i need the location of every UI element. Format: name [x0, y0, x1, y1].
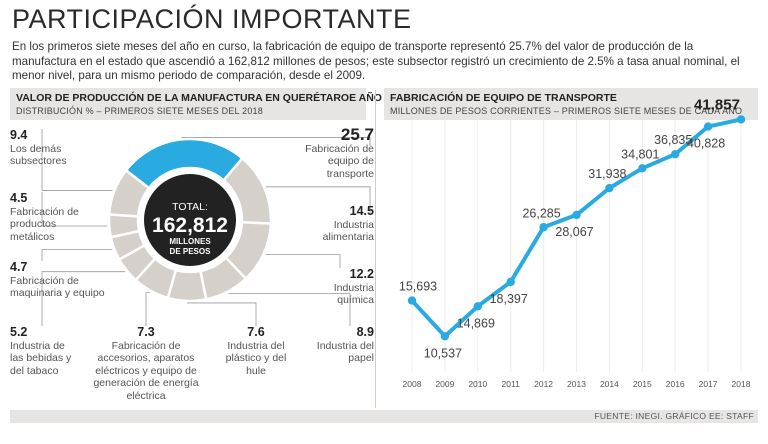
donut-center-unit2: DE PESOS [170, 247, 212, 256]
data-label-2013: 28,067 [555, 225, 593, 239]
point-2012 [539, 223, 548, 232]
donut-slice-plastico [166, 268, 208, 303]
slice-label-bebidas: 5.2 Industria de las bebidas y del tabac… [10, 325, 72, 377]
donut-slice-maquinaria [109, 229, 147, 262]
x-tick-2016: 2016 [666, 379, 685, 389]
slice-label-quimica: 12.2 Industria química [333, 267, 374, 306]
data-label-2012: 26,285 [522, 206, 560, 220]
slice-label-plastico: 7.6 Industria del plástico y del hule [225, 325, 287, 377]
slice-label-metalicos: 4.5 Fabricación de productos metálicos [10, 191, 79, 243]
donut-center-disc [144, 174, 236, 266]
x-tick-2011: 2011 [502, 379, 521, 389]
pie-subtitle: DISTRIBUCIÓN % – PRIMEROS SIETE MESES DE… [16, 106, 263, 116]
donut-slice-papel [198, 255, 248, 301]
footer-bar [10, 410, 758, 423]
donut-slice-demas [107, 168, 151, 218]
x-tick-2008: 2008 [403, 379, 422, 389]
donut-center-label: TOTAL: [172, 201, 208, 213]
point-2015 [638, 164, 647, 173]
data-label-2014: 31,938 [588, 167, 626, 181]
pie-title: VALOR DE PRODUCCIÓN DE LA MANUFACTURA EN… [16, 92, 382, 104]
intro-paragraph: En los primeros siete meses del año en c… [12, 40, 740, 82]
donut-slice-alimentaria [221, 156, 273, 225]
data-label-2017: 40,828 [687, 137, 725, 151]
x-tick-2009: 2009 [435, 379, 454, 389]
line-subtitle: MILLONES DE PESOS CORRIENTES – PRIMEROS … [390, 106, 743, 116]
line-panel-header: FABRICACIÓN DE EQUIPO DE TRANSPORTE MILL… [384, 88, 758, 120]
point-2013 [572, 210, 581, 220]
x-tick-2013: 2013 [567, 379, 586, 389]
source-note: FUENTE: INEGI. GRÁFICO EE: STAFF [594, 411, 754, 421]
donut-center-unit1: MILLONES [169, 237, 211, 246]
leader-line-maquinaria [41, 248, 113, 261]
slice-label-demas: 9.4 Los demás subsectores [10, 128, 67, 167]
leader-line-quimica [265, 253, 341, 268]
x-tick-2017: 2017 [699, 379, 718, 389]
page-title: PARTICIPACIÓN IMPORTANTE [12, 4, 412, 34]
x-tick-2014: 2014 [600, 379, 619, 389]
point-2010 [473, 302, 482, 311]
slice-label-alimentaria: 14.5 Industria alimentaria [322, 204, 374, 243]
data-label-2015: 34,801 [621, 147, 659, 161]
x-tick-2012: 2012 [534, 379, 553, 389]
data-label-2016: 36,835 [654, 133, 692, 147]
donut-slice-transporte [124, 137, 245, 190]
donut-center-total: 162,812 [152, 214, 228, 237]
panel-divider [375, 90, 376, 408]
x-tick-2015: 2015 [633, 379, 652, 389]
point-2009 [440, 332, 450, 341]
data-label-2010: 14,869 [457, 316, 495, 330]
slice-label-papel: 8.9 Industria del papel [316, 325, 374, 364]
point-2014 [605, 183, 614, 193]
line-title: FABRICACIÓN DE EQUIPO DE TRANSPORTE [390, 92, 617, 104]
data-label-2011: 18,397 [490, 292, 528, 306]
data-label-2008: 15,693 [399, 280, 437, 294]
donut-slice-metalicos [107, 213, 141, 239]
slice-label-maquinaria: 4.7 Fabricación de maquinaria y equipo [10, 260, 105, 299]
leader-line-electricos [145, 292, 150, 326]
donut-slice-electricos [133, 256, 178, 300]
point-2011 [506, 277, 515, 287]
point-2017 [703, 122, 713, 131]
line-series-transporte [410, 117, 743, 339]
point-2008 [407, 296, 417, 305]
point-2016 [671, 150, 680, 159]
donut-slice-quimica [224, 220, 273, 281]
slice-label-electricos: 7.3 Fabricación de accesorios, aparatos … [93, 325, 199, 402]
x-tick-2010: 2010 [468, 379, 487, 389]
data-label-2009: 10,537 [424, 346, 462, 360]
slice-label-transporte: 25.7 Fabricación de equipo de transporte [305, 125, 374, 180]
pie-panel-header: VALOR DE PRODUCCIÓN DE LA MANUFACTURA EN… [10, 88, 382, 120]
donut-slice-bebidas [117, 243, 157, 282]
leader-line-plastico [186, 302, 257, 326]
x-tick-2018: 2018 [732, 379, 751, 389]
